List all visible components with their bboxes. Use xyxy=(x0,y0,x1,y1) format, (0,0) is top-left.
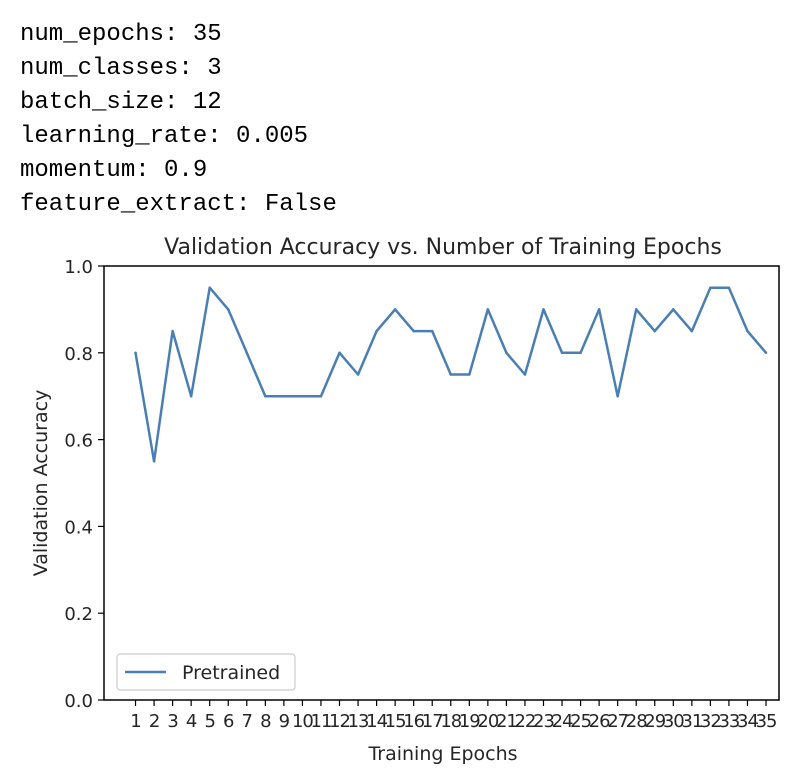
data-point xyxy=(208,286,211,289)
data-point xyxy=(579,351,582,355)
x-tick-label: 22 xyxy=(514,711,535,732)
x-tick-label: 34 xyxy=(737,711,758,732)
param-num-epochs: num_epochs: 35 xyxy=(20,21,222,48)
x-tick-label: 8 xyxy=(260,711,271,732)
data-point xyxy=(189,394,193,398)
data-point xyxy=(542,308,545,311)
data-point xyxy=(226,308,230,311)
x-tick-label: 10 xyxy=(292,711,313,732)
data-point xyxy=(505,351,508,355)
chart-title: Validation Accuracy vs. Number of Traini… xyxy=(164,235,722,260)
x-tick-label: 21 xyxy=(496,711,517,732)
x-tick-label: 11 xyxy=(311,711,332,732)
data-point xyxy=(319,394,323,398)
data-point xyxy=(727,286,731,289)
legend-label: Pretrained xyxy=(182,662,280,684)
x-tick-label: 25 xyxy=(570,711,591,732)
data-point xyxy=(245,351,249,355)
data-point xyxy=(264,394,267,398)
x-tick-label: 1 xyxy=(130,711,140,732)
data-point xyxy=(375,329,378,333)
x-tick-label: 3 xyxy=(167,711,178,732)
x-tick-label: 9 xyxy=(279,711,290,732)
param-batch-size: batch_size: 12 xyxy=(20,89,222,116)
series-layer xyxy=(134,286,768,463)
data-point xyxy=(152,460,156,463)
data-point xyxy=(560,351,564,355)
data-point xyxy=(486,308,490,311)
param-feature-extract: feature_extract: False xyxy=(20,191,337,218)
x-tick-label: 12 xyxy=(329,711,350,732)
data-point xyxy=(282,394,286,398)
data-point xyxy=(616,394,619,398)
x-tick-label: 14 xyxy=(366,711,387,732)
data-point xyxy=(746,329,749,333)
data-point xyxy=(709,286,712,289)
x-tick-label: 26 xyxy=(589,711,610,732)
y-tick-label: 0.8 xyxy=(64,344,93,365)
data-point xyxy=(653,329,657,333)
y-axis-label: Validation Accuracy xyxy=(30,390,52,577)
data-point xyxy=(468,373,471,376)
data-point xyxy=(764,351,768,355)
x-tick-label: 19 xyxy=(459,711,480,732)
data-point xyxy=(356,373,360,376)
param-num-classes: num_classes: 3 xyxy=(20,55,222,82)
x-tick-label: 24 xyxy=(552,711,573,732)
param-momentum: momentum: 0.9 xyxy=(20,157,208,184)
x-tick-label: 20 xyxy=(477,711,498,732)
data-point xyxy=(690,329,694,333)
x-tick-label: 27 xyxy=(607,711,628,732)
data-point xyxy=(672,308,675,311)
x-tick-label: 29 xyxy=(644,711,665,732)
data-point xyxy=(134,351,137,355)
plot-frame xyxy=(103,265,780,701)
x-tick-label: 31 xyxy=(681,711,702,732)
data-point xyxy=(634,308,638,311)
data-point xyxy=(301,394,304,398)
y-tick-label: 0.0 xyxy=(64,691,93,712)
x-tick-label: 32 xyxy=(700,711,721,732)
x-tick-label: 2 xyxy=(149,711,159,732)
y-tick-label: 0.4 xyxy=(64,517,93,538)
data-point xyxy=(338,351,341,355)
data-point xyxy=(393,308,397,311)
x-tick-label: 16 xyxy=(403,711,424,732)
x-axis-label: Training Epochs xyxy=(367,743,517,765)
data-point xyxy=(449,373,453,376)
data-point xyxy=(171,329,174,333)
param-learning-rate: learning_rate: 0.005 xyxy=(20,123,309,150)
x-tick-label: 28 xyxy=(626,711,647,732)
y-axis: 0.0 0.2 0.4 0.6 0.8 1.0 xyxy=(64,257,104,712)
x-tick-label: 15 xyxy=(385,711,406,732)
x-tick-label: 4 xyxy=(186,711,197,732)
x-tick-label: 13 xyxy=(348,711,369,732)
data-point xyxy=(430,329,434,333)
y-tick-label: 0.2 xyxy=(64,604,93,625)
hyperparameter-output: num_epochs: 35 num_classes: 3 batch_size… xyxy=(20,18,337,222)
x-tick-label: 5 xyxy=(204,711,214,732)
x-tick-label: 17 xyxy=(422,711,443,732)
x-axis: 1 2 3 4 5 6 7 8 9 1011121314151617181920212223242… xyxy=(130,700,777,732)
x-tick-label: 30 xyxy=(663,711,684,732)
x-tick-label: 23 xyxy=(533,711,554,732)
x-tick-label: 33 xyxy=(718,711,739,732)
x-tick-label: 6 xyxy=(223,711,234,732)
data-point xyxy=(412,329,415,333)
data-point xyxy=(523,373,527,376)
y-tick-label: 1.0 xyxy=(64,257,93,278)
legend: Pretrained xyxy=(116,653,296,691)
legend-box xyxy=(116,653,296,691)
x-tick-label: 7 xyxy=(242,711,252,732)
x-tick-label: 35 xyxy=(756,711,777,732)
data-point xyxy=(597,308,601,311)
y-tick-label: 0.6 xyxy=(64,431,93,452)
x-tick-label: 18 xyxy=(440,711,461,732)
